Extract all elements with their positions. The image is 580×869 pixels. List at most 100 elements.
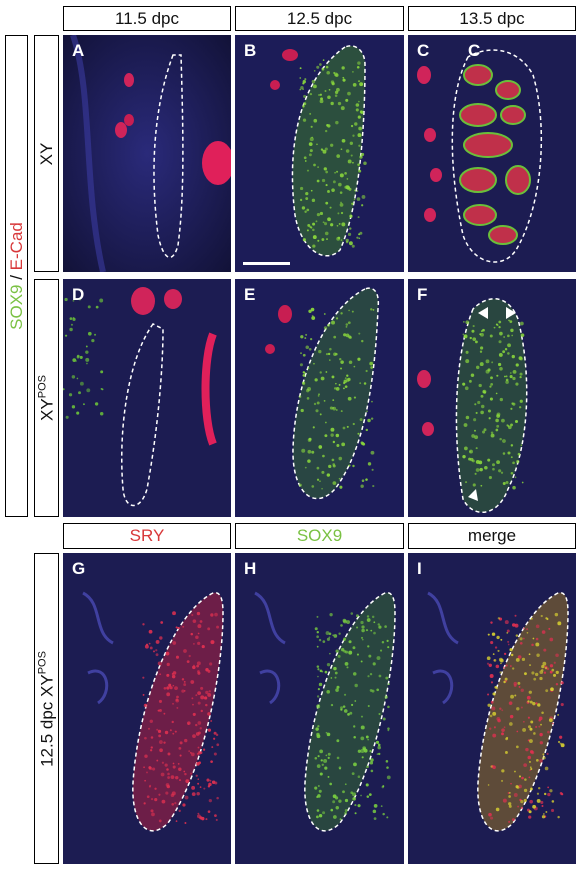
fluorescence-speckle [549,670,553,674]
fluorescence-speckle [181,678,185,681]
fluorescence-speckle [386,816,389,819]
fluorescence-speckle [369,761,374,765]
fluorescence-speckle [199,620,203,623]
fluorescence-speckle [366,618,371,622]
fluorescence-speckle [502,350,506,354]
fluorescence-speckle [463,423,468,427]
fluorescence-speckle [63,388,65,391]
fluorescence-speckle [385,676,389,680]
fluorescence-speckle [539,759,543,763]
fluorescence-speckle [205,668,209,672]
fluorescence-speckle [347,91,351,96]
fluorescence-speckle [330,433,334,437]
fluorescence-speckle [487,458,491,462]
fluorescence-speckle [154,798,158,802]
fluorescence-speckle [474,472,477,475]
fluorescence-speckle [353,189,356,192]
fluorescence-speckle [309,137,314,142]
fluorescence-speckle [519,637,523,641]
fluorescence-speckle [506,632,509,634]
fluorescence-speckle [167,752,171,756]
fluorescence-speckle [355,614,359,618]
fluorescence-speckle [316,732,320,737]
fluorescence-speckle [324,421,327,424]
fluorescence-speckle [371,689,375,693]
fluorescence-speckle [560,743,565,748]
fluorescence-speckle [78,297,82,301]
fluorescence-speckle [387,646,390,649]
fluorescence-speckle [334,171,336,174]
fluorescence-speckle [170,775,175,780]
fluorescence-speckle [352,161,354,164]
fluorescence-speckle [345,323,349,326]
fluorescence-speckle [496,374,499,377]
fluorescence-speckle [492,467,495,471]
row-label-xypos-sup: POS [36,375,49,399]
fluorescence-speckle [358,237,361,240]
fluorescence-speckle [500,471,504,474]
fluorescence-speckle [515,745,519,749]
sox9-stain-label: SOX9 [6,284,26,330]
fluorescence-speckle [324,222,328,226]
panel-h-label: H [244,559,257,578]
fluorescence-speckle [519,372,523,376]
fluorescence-speckle [527,716,530,719]
fluorescence-speckle [152,767,156,771]
fluorescence-speckle [190,772,193,775]
column-header-label: 12.5 dpc [286,8,353,28]
fluorescence-speckle [317,794,321,798]
fluorescence-speckle [544,666,548,670]
panel-b-micrograph [235,35,404,272]
fluorescence-speckle [301,381,306,385]
fluorescence-speckle [159,636,163,640]
fluorescence-speckle [484,465,488,470]
fluorescence-speckle [503,666,506,669]
fluorescence-speckle [548,627,551,630]
fluorescence-speckle [189,751,192,754]
fluorescence-speckle [207,712,211,716]
fluorescence-speckle [555,683,559,686]
panel-c-label-duplicate: C [468,41,481,60]
fluorescence-speckle [318,393,320,396]
fluorescence-speckle [326,70,330,75]
fluorescence-speckle [503,652,507,656]
fluorescence-speckle [365,428,369,432]
fluorescence-speckle [86,362,88,365]
fluorescence-speckle [327,775,330,778]
fluorescence-speckle [325,170,328,174]
fluorescence-speckle [351,310,354,313]
fluorescence-speckle [191,697,194,700]
fluorescence-speckle [179,754,182,757]
fluorescence-speckle [469,336,472,340]
fluorescence-speckle [210,640,215,645]
fluorescence-speckle [490,433,495,438]
fluorescence-speckle [335,317,339,320]
fluorescence-speckle [517,805,520,808]
fluorescence-speckle [216,796,219,800]
fluorescence-speckle [158,708,162,712]
fluorescence-speckle [522,627,526,630]
fluorescence-speckle [490,700,494,704]
stain-separator: / [6,270,26,285]
fluorescence-speckle [367,675,370,678]
fluorescence-speckle [495,392,498,395]
fluorescence-speckle [507,343,511,348]
fluorescence-speckle [216,625,220,629]
fluorescence-speckle [495,664,500,669]
fluorescence-speckle [178,809,181,813]
fluorescence-speckle [503,680,506,684]
fluorescence-speckle [64,297,68,302]
fluorescence-speckle [341,66,345,70]
fluorescence-speckle [379,649,383,652]
fluorescence-speckle [551,668,555,672]
fluorescence-speckle [172,611,176,616]
fluorescence-speckle [378,713,381,716]
fluorescence-speckle [468,379,472,383]
fluorescence-speckle [509,722,513,726]
fluorescence-speckle [213,752,217,756]
fluorescence-speckle [489,714,493,718]
fluorescence-speckle [146,795,150,799]
fluorescence-speckle [325,65,329,69]
fluorescence-speckle [496,460,500,465]
fluorescence-speckle [205,703,208,707]
